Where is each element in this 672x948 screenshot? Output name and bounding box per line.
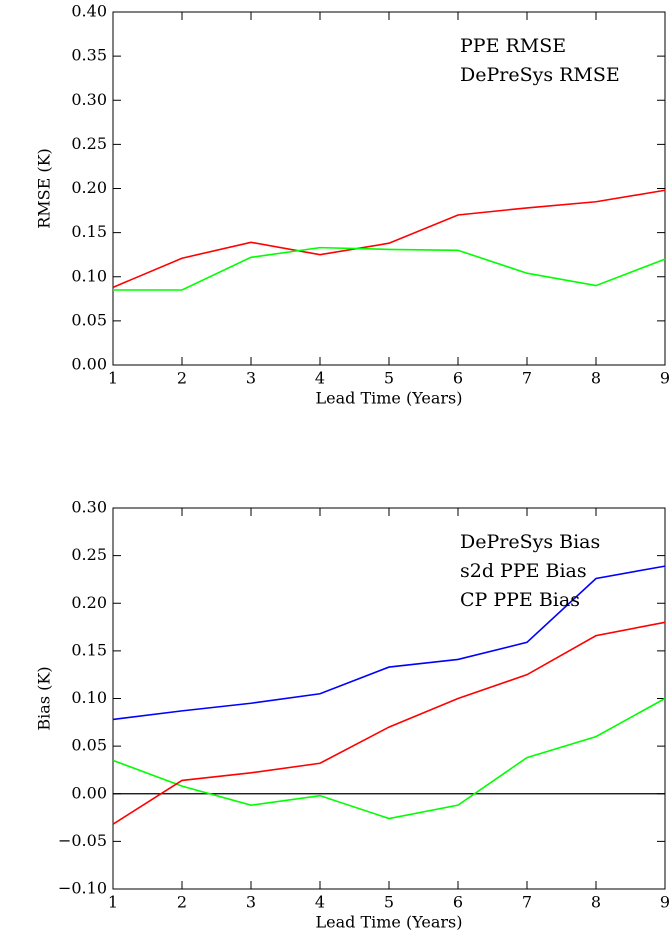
- x-tick-label: 3: [246, 369, 256, 388]
- series-line: [112, 697, 666, 820]
- x-tick-label: 2: [177, 369, 187, 388]
- y-tick-label: 0.00: [71, 783, 107, 802]
- y-axis-label: RMSE (K): [35, 148, 54, 229]
- legend-entry: DePreSys Bias: [460, 531, 600, 553]
- y-tick-label: 0.25: [71, 134, 107, 153]
- y-tick-label: 0.05: [71, 736, 107, 755]
- series-line: [112, 621, 666, 825]
- series-line: [113, 246, 666, 291]
- x-tick-label: 2: [177, 893, 187, 912]
- y-tick-label: 0.15: [71, 222, 107, 241]
- x-axis-label: Lead Time (Years): [316, 913, 463, 932]
- y-tick-label: 0.20: [71, 593, 107, 612]
- x-tick-label: 9: [660, 893, 670, 912]
- x-tick-label: 8: [591, 369, 601, 388]
- legend-entry: DePreSys RMSE: [460, 64, 620, 86]
- series-line: [112, 565, 666, 721]
- x-tick-label: 5: [384, 893, 394, 912]
- series-line: [112, 189, 666, 289]
- y-tick-label: 0.30: [71, 90, 107, 109]
- y-tick-label: 0.35: [71, 46, 107, 65]
- legend-entry: CP PPE Bias: [460, 589, 580, 611]
- y-tick-label: 0.05: [71, 310, 107, 329]
- y-tick-label: 0.10: [71, 688, 107, 707]
- y-tick-label: 0.20: [71, 178, 107, 197]
- x-tick-label: 4: [315, 369, 325, 388]
- x-tick-label: 3: [246, 893, 256, 912]
- y-tick-label: 0.10: [71, 266, 107, 285]
- x-tick-label: 4: [315, 893, 325, 912]
- legend-entry: s2d PPE Bias: [460, 560, 587, 582]
- x-tick-label: 6: [453, 893, 463, 912]
- x-tick-label: 7: [522, 893, 532, 912]
- x-tick-label: 1: [108, 369, 118, 388]
- x-tick-label: 7: [522, 369, 532, 388]
- y-tick-label: −0.10: [58, 879, 107, 898]
- y-tick-label: −0.05: [58, 831, 107, 850]
- x-tick-label: 8: [591, 893, 601, 912]
- y-axis-label: Bias (K): [35, 666, 54, 730]
- legend-entry: PPE RMSE: [460, 35, 566, 57]
- x-tick-label: 6: [453, 369, 463, 388]
- y-tick-label: 0.30: [71, 498, 107, 517]
- y-tick-label: 0.40: [71, 2, 107, 21]
- y-tick-label: 0.15: [71, 640, 107, 659]
- x-tick-label: 9: [660, 369, 670, 388]
- x-tick-label: 5: [384, 369, 394, 388]
- x-tick-label: 1: [108, 893, 118, 912]
- y-tick-label: 0.00: [71, 355, 107, 374]
- y-tick-label: 0.25: [71, 545, 107, 564]
- x-axis-label: Lead Time (Years): [316, 389, 463, 408]
